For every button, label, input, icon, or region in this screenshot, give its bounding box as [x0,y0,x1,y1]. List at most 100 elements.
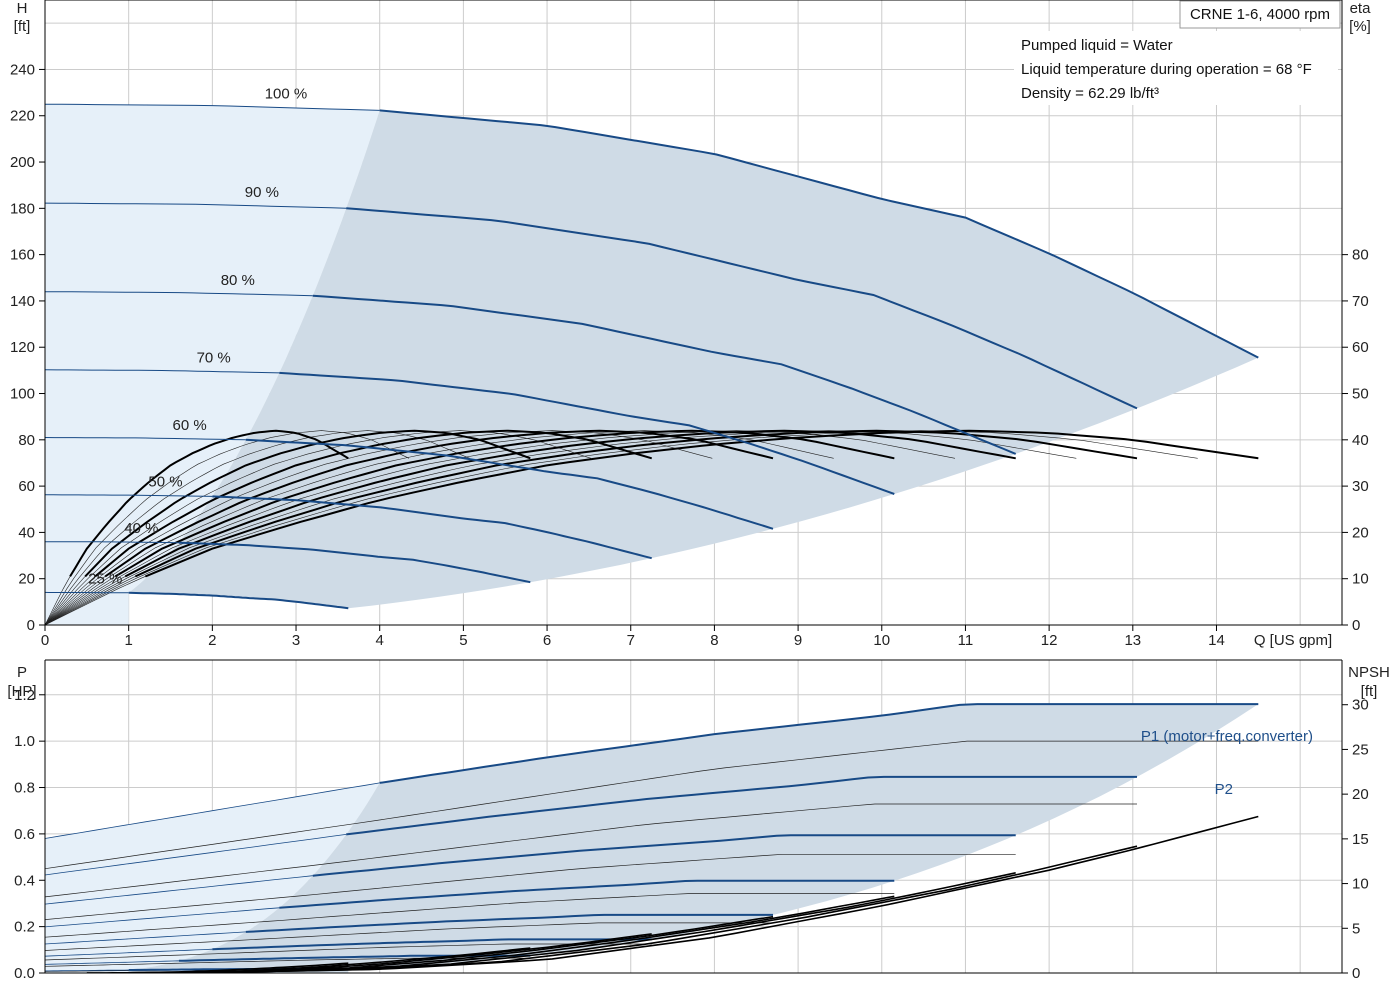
note-liquid-temperature: Liquid temperature during operation = 68… [1021,61,1312,78]
p1-curve-low-flow [45,960,179,965]
head-curve [128,591,349,610]
y2-tick-labels: 0 5 10 15 20 25 30 [1342,697,1369,982]
y2-tick-label: 0 [1352,617,1360,634]
y2-tick-label: 70 [1352,293,1369,310]
npsh-axis-label-line2: [ft] [1361,683,1378,700]
y2-tick-label: 60 [1352,339,1369,356]
p1-series-label: P1 (motor+freq.converter) [1141,728,1313,745]
power-axis-label-line1: P [17,664,27,681]
y-tick-labels: 0 20 40 60 80 100 120 140 160 180 200 220 240 [10,61,45,634]
axes [44,659,1343,974]
y-tick-label: 0 [27,617,35,634]
p1-curve-low-flow [45,875,313,905]
head-curve-low-flow [45,291,313,297]
y2-axis-label-line1: eta [1350,0,1372,17]
note-density: Density = 62.29 lb/ft³ [1021,85,1159,102]
p2-curve [45,943,652,961]
head-curve [379,109,1259,359]
p1-curve [379,703,1259,784]
npsh-curve [212,815,1259,973]
head-curves [45,103,1259,610]
x-tick-label: 9 [794,632,802,649]
y2-tick-label: 0 [1352,965,1360,982]
head-efficiency-panel: 0 1 2 3 4 5 6 7 8 9 10 11 12 13 14 0204060801001201401… [10,0,1371,649]
speed-labels: 100 % 90 % 80 % 70 % 60 % 50 % 40 % 25 % [88,86,307,588]
head-curve-low-flow [45,437,246,441]
efficiency-helper-curve [45,430,470,625]
p1-curve-low-flow [45,931,246,945]
x-tick-label: 3 [292,632,300,649]
y2-tick-label: 20 [1352,786,1369,803]
y2-tick-label: 10 [1352,571,1369,588]
note-pumped-liquid: Pumped liquid = Water [1021,37,1173,54]
head-curve [245,438,774,530]
p1-curve [346,775,1137,836]
y-tick-label: 60 [18,478,35,495]
y2-tick-label: 5 [1352,920,1360,937]
x-tick-label: 4 [376,632,384,649]
head-curve [212,495,652,560]
head-curve [346,207,1138,410]
efficiency-helper-curve [45,430,1077,625]
chart-title: CRNE 1-6, 4000 rpm [1190,6,1330,23]
x-axis-label: Q [US gpm] [1254,632,1332,649]
p1-curve-low-flow [45,907,280,928]
speed-label: 100 % [265,86,308,103]
y-tick-label: 1.2 [14,687,35,704]
notes-background [1014,31,1338,105]
y2-tick-label: 15 [1352,831,1369,848]
head-curve [279,371,895,495]
x-tick-label: 12 [1041,632,1058,649]
efficiency-curve [114,429,895,578]
p1-curve-low-flow [45,969,129,972]
y2-axis-label-line2: [%] [1349,18,1371,35]
x-tick-label: 13 [1124,632,1141,649]
efficiency-helper-curve [45,430,713,625]
y2-tick-label: 30 [1352,697,1369,714]
x-tick-label: 5 [459,632,467,649]
p1-curve-low-flow [45,948,213,957]
head-curve-low-flow [45,103,380,111]
speed-label: 50 % [148,474,182,491]
x-tick-label: 1 [125,632,133,649]
x-tick-label: 11 [958,632,974,649]
y2-tick-label: 30 [1352,478,1369,495]
p2-curve [45,922,773,951]
speed-label: 40 % [124,520,158,537]
y-axis-label-line1: H [17,0,28,17]
y-tick-label: 80 [18,432,35,449]
y2-tick-label: 80 [1352,247,1369,264]
speed-label: 60 % [172,417,206,434]
efficiency-helper-curve [45,430,410,625]
p2-curve [45,740,1259,870]
y2-tick-label: 25 [1352,741,1369,758]
title-box [1179,0,1341,29]
x-tick-label: 10 [873,632,890,649]
speed-label: 80 % [221,272,255,289]
y-tick-label: 200 [10,154,35,171]
y-tick-label: 1.0 [14,733,35,750]
efficiency-curve [84,429,531,578]
efficiency-curve [69,429,349,577]
p1-curve-low-flow [45,782,380,839]
y-tick-label: 0.0 [14,965,35,982]
x-tick-label: 7 [627,632,635,649]
y-tick-label: 40 [18,524,35,541]
y-tick-label: 180 [10,200,35,217]
y2-tick-labels: 0 10 20 30 40 50 60 70 80 [1342,247,1369,634]
p1-curve [212,938,652,951]
npsh-axis-label-line1: NPSH [1348,664,1390,681]
head-curve [312,294,1017,455]
y-tick-label: 0.4 [14,872,35,889]
y-tick-label: 140 [10,293,35,310]
y2-tick-label: 10 [1352,876,1369,893]
p2-curve [45,853,1016,920]
head-curve-low-flow [45,494,213,497]
x-tick-label: 8 [710,632,718,649]
speed-label: 25 % [88,571,122,588]
x-tick-label: 0 [41,632,49,649]
p1-curve [245,913,773,933]
efficiency-curve [104,429,774,578]
operating-range-region [128,704,1259,973]
